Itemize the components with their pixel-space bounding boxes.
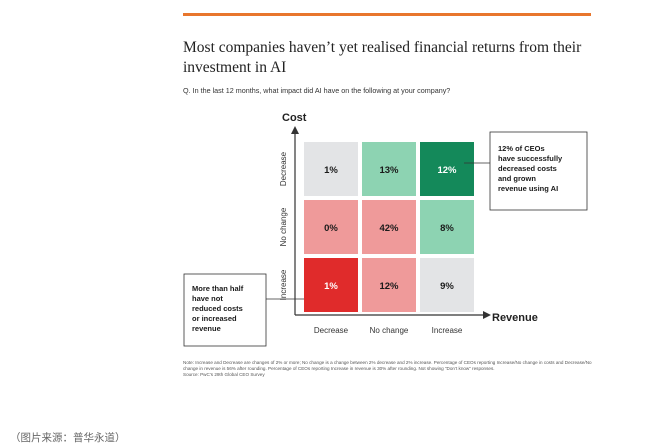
heatmap-value-label: 8% xyxy=(440,223,454,234)
callout-line: and grown xyxy=(498,174,536,183)
callout-line: have not xyxy=(192,294,223,303)
heatmap-value-label: 1% xyxy=(324,281,338,292)
heatmap-cell-cost-no-change-revenue-increase xyxy=(420,200,474,254)
heatmap-cell-cost-no-change-revenue-decrease xyxy=(304,200,358,254)
heatmap-value-label: 9% xyxy=(440,281,454,292)
heatmap-cell-cost-decrease-revenue-decrease xyxy=(304,142,358,196)
y-tick-label-no-change: No change xyxy=(279,207,288,246)
heatmap-cells: 1% 13% 12% 0% 42% 8% 1% 12% 9% xyxy=(304,142,474,312)
footnote: Note: Increase and Decrease are changes … xyxy=(183,360,593,379)
heatmap-value-label: 12% xyxy=(437,165,457,176)
heatmap-value-label: 42% xyxy=(379,223,399,234)
y-axis-title: Cost xyxy=(282,112,307,124)
callout-line: revenue using AI xyxy=(498,184,558,193)
callout-line: reduced costs xyxy=(192,304,243,313)
y-tick-label-decrease: Decrease xyxy=(279,151,288,186)
heatmap-cell-cost-increase-revenue-increase xyxy=(420,258,474,312)
annotations-layer: 12% of CEOs have successfully decreased co… xyxy=(183,131,588,347)
survey-question: Q. In the last 12 months, what impact di… xyxy=(183,86,451,95)
heatmap-value-label: 13% xyxy=(379,165,399,176)
heatmap-cell-cost-increase-revenue-no-change xyxy=(362,258,416,312)
heatmap-value-label: 12% xyxy=(379,281,399,292)
image-source-caption: （图片来源：普华永道） xyxy=(10,432,126,444)
heatmap-value-label: 1% xyxy=(324,165,338,176)
callout-line: More than half xyxy=(192,284,244,293)
x-tick-label-increase: Increase xyxy=(432,326,463,335)
callout-line: 12% of CEOs xyxy=(498,144,545,153)
chart-headline: Most companies haven’t yet realised fina… xyxy=(183,39,582,76)
heatmap-tick-labels: Decrease No change Increase Decrease No chan… xyxy=(279,151,463,335)
x-tick-label-decrease: Decrease xyxy=(314,326,349,335)
callout-line: or increased xyxy=(192,314,237,323)
callout-line: have successfully xyxy=(498,154,563,163)
heatmap-cell-cost-no-change-revenue-no-change xyxy=(362,200,416,254)
callout-line: revenue xyxy=(192,324,221,333)
x-tick-label-no-change: No change xyxy=(370,326,409,335)
left-callout-text: More than half have not reduced costs or in… xyxy=(192,284,244,333)
y-tick-label-increase: Increase xyxy=(279,269,288,300)
right-callout-text: 12% of CEOs have successfully decreased co… xyxy=(498,144,563,193)
heatmap-cell-cost-increase-revenue-decrease xyxy=(304,258,358,312)
axes-layer: Cost Revenue xyxy=(282,112,538,324)
footnote-note: Note: Increase and Decrease are changes … xyxy=(183,360,592,372)
heatmap-value-label: 0% xyxy=(324,223,338,234)
footnote-source: Source: PwC’s 29th Global CEO Survey xyxy=(183,372,265,378)
right-callout-box xyxy=(489,131,588,211)
left-callout-box xyxy=(183,273,267,347)
heatmap-cell-cost-decrease-revenue-no-change xyxy=(362,142,416,196)
callout-line: decreased costs xyxy=(498,164,557,173)
x-axis-title: Revenue xyxy=(492,312,538,324)
top-accent-rule xyxy=(183,13,591,16)
heatmap-cell-cost-decrease-revenue-increase xyxy=(420,142,474,196)
